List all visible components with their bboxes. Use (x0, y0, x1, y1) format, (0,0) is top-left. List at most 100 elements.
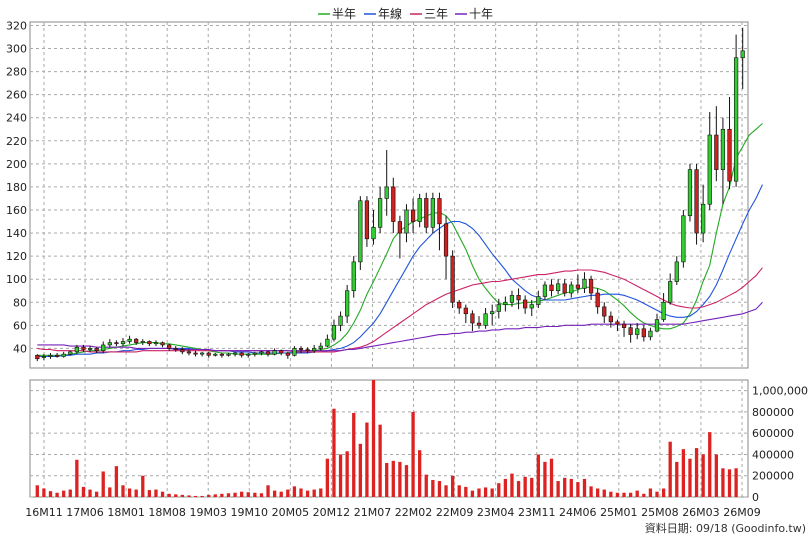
volume-bar (220, 493, 224, 497)
volume-bar (240, 491, 244, 497)
volume-bar (681, 449, 686, 497)
volume-bar (134, 489, 138, 497)
x-tick-label: 19M03 (189, 506, 227, 519)
candle-body (635, 328, 640, 335)
moving-average-lines (37, 123, 763, 358)
candle-body (206, 352, 211, 356)
candle-body (259, 351, 264, 354)
volume-bar (708, 432, 712, 497)
volume-bar (470, 490, 475, 497)
volume-bar (378, 424, 382, 497)
candle-body (740, 50, 745, 59)
candle-body (424, 198, 429, 228)
volume-bar (589, 486, 593, 497)
candle-body (160, 342, 165, 346)
x-tick-label: 17M06 (66, 506, 104, 519)
volume-bar (292, 486, 297, 497)
candle-body (641, 328, 646, 338)
volume-bar (371, 380, 376, 497)
volume-bar (549, 458, 554, 497)
price-tick-label: 80 (13, 296, 27, 309)
candle-body (727, 128, 732, 182)
candle-body (35, 355, 40, 360)
candle-body (213, 353, 218, 356)
candle-body (331, 325, 337, 340)
ma-line-4 (37, 301, 763, 352)
volume-bar (338, 454, 343, 497)
candle-body (312, 348, 317, 352)
volume-bar (437, 481, 442, 497)
volume-bar (503, 478, 508, 497)
price-grid (30, 22, 748, 368)
volume-bar (81, 486, 86, 497)
candle-body (239, 352, 244, 356)
candle-body (48, 355, 53, 357)
volume-bar (563, 477, 567, 497)
price-tick-label: 260 (6, 89, 27, 102)
volume-bar (180, 494, 184, 497)
volume-bar (701, 454, 705, 497)
candle-body (417, 198, 422, 222)
volume-bar (497, 483, 501, 497)
volume-panel (29, 379, 749, 498)
volume-bar (391, 460, 395, 497)
legend-label: 十年 (469, 7, 493, 21)
price-tick-label: 300 (6, 43, 27, 56)
volume-bar (411, 411, 415, 497)
x-tick-label: 25M01 (600, 506, 638, 519)
volume-bar (127, 488, 132, 497)
candle-body (232, 352, 238, 355)
legend-label: 年線 (378, 6, 402, 21)
candle-body (364, 200, 370, 240)
candle-body (496, 304, 501, 312)
candle-body (186, 351, 192, 354)
volume-bar (668, 441, 672, 497)
candle-body (490, 311, 495, 315)
candle-body (648, 330, 653, 338)
price-tick-label: 280 (6, 66, 27, 79)
candle-body (562, 283, 567, 294)
volume-bar (398, 461, 402, 497)
candle-body (351, 261, 356, 292)
candle-body (345, 290, 350, 317)
candle-body (305, 349, 310, 351)
volume-bar (141, 475, 145, 497)
candle-body (94, 348, 99, 352)
candle-body (476, 322, 482, 326)
candle-body (285, 352, 290, 356)
candle-body (654, 319, 660, 332)
legend-label: 半年 (332, 7, 356, 21)
candle-body (272, 350, 277, 355)
candle-body (687, 169, 693, 217)
volume-bar (114, 466, 119, 497)
candle-body (252, 352, 257, 355)
candle-body (226, 353, 231, 356)
volume-bar (596, 488, 600, 497)
candle-body (509, 295, 515, 303)
volume-bar (516, 481, 521, 497)
candle-body (338, 315, 343, 326)
volume-bar (200, 495, 204, 497)
candle-body (140, 341, 145, 343)
volume-bar (94, 491, 99, 497)
volume-tick-label: 400000 (752, 448, 794, 461)
x-axis: 16M11 17M06 18M01 18M08 19M03 19M10 20M05 20M12… (25, 506, 761, 519)
volume-bar (418, 450, 422, 497)
candle-body (107, 342, 112, 346)
candle-body (134, 338, 139, 343)
volume-bar (272, 490, 277, 497)
volume-bar (259, 493, 264, 497)
candle-body (503, 301, 508, 305)
candle-body (180, 349, 185, 353)
candle-body (569, 284, 574, 294)
candle-body (219, 353, 225, 356)
price-axis: 40 60 80 100 120 140 160 180 200 220 240 260 280 300 3… (6, 19, 27, 355)
x-tick-label: 22M02 (395, 506, 433, 519)
candle-body (588, 278, 594, 294)
volume-bar (655, 491, 659, 497)
candle-body (681, 215, 686, 263)
volume-bar (543, 461, 547, 497)
candle-body (555, 283, 561, 292)
candle-body (81, 346, 86, 350)
volume-bar (286, 489, 290, 497)
